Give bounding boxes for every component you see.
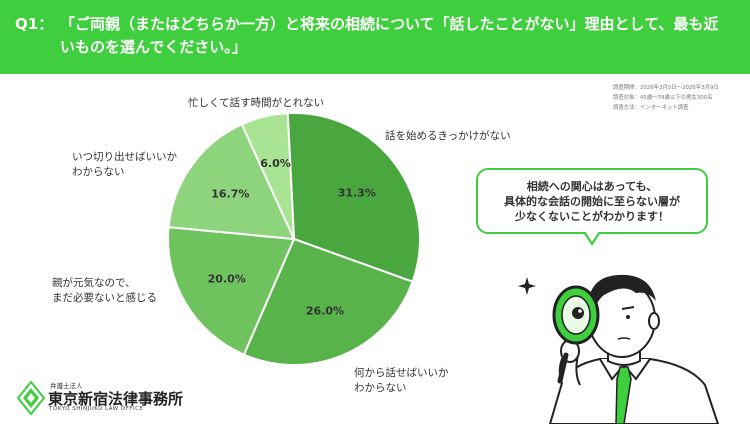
logo-subtitle: 弁護士法人 <box>50 382 83 390</box>
pie-slice-1 <box>286 112 421 283</box>
pie-slice-2 <box>242 237 414 366</box>
pie-label-isogashi: 忙しくて話す時間がとれない <box>188 97 325 109</box>
pie-slice-3 <box>167 226 296 356</box>
bubble-tail-inner <box>585 231 599 242</box>
pie-label-nani: 何から話せばいいか わからない <box>354 367 449 394</box>
survey-info: 調査期間：2026年3月5日～2026年3月9日 調査対象：45歳～79歳以下の… <box>613 83 748 113</box>
law-office-logo-mark <box>16 380 46 416</box>
bubble-line-1: 相続への関心はあっても、 <box>526 180 658 193</box>
question-header: Q1： 「ご両親（またはどちらか一方）と将来の相続について「話したことがない」理… <box>0 0 750 74</box>
pie-value-label-5: 6.0% <box>260 157 291 170</box>
question-text: 「ご両親（またはどちらか一方）と将来の相続について「話したことがない」理由として… <box>60 15 719 56</box>
pie-slice-4 <box>167 122 296 241</box>
logo-name: 東京新宿法律事務所 <box>48 390 184 408</box>
pie-value-label-4: 16.7% <box>211 188 249 201</box>
pie-label-oya: 親が元気なので、 まだ必要ないと感じる <box>52 277 157 304</box>
bubble-line-2: 具体的な会話の開始に至らない層が <box>504 195 680 208</box>
pie-value-label-1: 31.3% <box>338 187 376 200</box>
survey-method: 調査方法：インターネット調査 <box>613 105 689 111</box>
person-magnifier-illustration <box>518 274 720 424</box>
comment-bubble: 相続への関心はあっても、 具体的な会話の開始に至らない層が 少なくないことがわか… <box>476 168 708 234</box>
pie-slice-5 <box>240 112 295 240</box>
pie-label-itsu: いつ切り出せばいいか わからない <box>72 151 177 178</box>
bubble-line-3: 少なくないことがわかります！ <box>515 210 669 223</box>
survey-period: 調査期間：2026年3月5日～2026年3月9日 <box>613 85 719 91</box>
pie-value-label-2: 26.0% <box>306 305 344 318</box>
question-number: Q1： <box>15 15 54 33</box>
logo-english: TOKYO SHINJUKU LAW OFFICE <box>49 406 144 412</box>
pie-value-label-3: 20.0% <box>208 273 246 286</box>
survey-target: 調査対象：45歳～79歳以下の男女300名 <box>613 95 713 101</box>
sparkle-icon <box>518 277 536 295</box>
pie-label-kikkake: 話を始めるきっかけがない <box>385 130 511 142</box>
